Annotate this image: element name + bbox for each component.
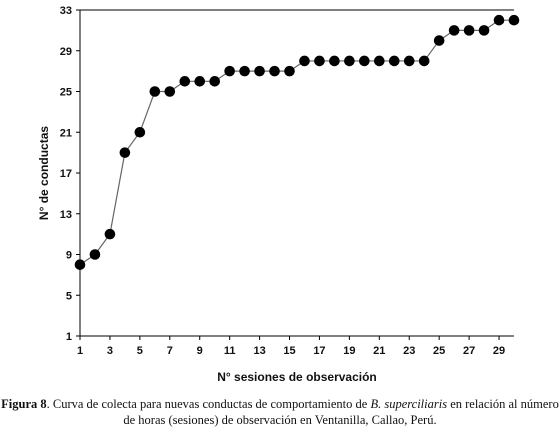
data-point (119, 147, 131, 158)
x-axis-title: N° sesiones de observación (217, 370, 377, 384)
caption-species: B. superciliaris (370, 397, 448, 411)
data-point (134, 126, 146, 138)
y-tick-label: 1 (66, 331, 72, 343)
x-ticks: 1 3 5 7 9 11 13 15 17 19 21 23 25 27 29 (77, 336, 505, 357)
x-tick-label: 23 (403, 345, 415, 357)
x-tick-label: 3 (107, 345, 113, 357)
data-point (448, 25, 460, 36)
data-point (299, 55, 310, 67)
data-point (224, 65, 235, 77)
data-point (74, 259, 86, 270)
chart-axes (79, 9, 514, 337)
data-point (269, 65, 280, 77)
data-point (104, 228, 116, 240)
y-tick-label: 21 (60, 127, 72, 139)
y-tick-label: 33 (60, 5, 72, 17)
data-point (374, 55, 385, 67)
data-point (149, 86, 161, 97)
figure-caption: Figura 8. Curva de colecta para nuevas c… (0, 396, 560, 428)
data-point (329, 55, 340, 67)
y-axis-title: N° de conductas (37, 126, 51, 220)
data-point (359, 55, 370, 67)
data-point (209, 76, 220, 87)
x-tick-label: 27 (463, 345, 475, 357)
data-point (344, 55, 355, 67)
caption-text-before: . Curva de colecta para nuevas conductas… (46, 397, 371, 411)
x-tick-label: 25 (433, 345, 445, 357)
y-tick-label: 17 (60, 168, 72, 180)
y-tick-label: 9 (66, 250, 72, 262)
y-tick-label: 5 (66, 290, 72, 302)
data-point (314, 55, 325, 67)
data-point (239, 65, 250, 77)
data-point (478, 25, 490, 36)
data-point (89, 249, 101, 260)
data-point (418, 55, 430, 67)
x-tick-label: 15 (283, 345, 295, 357)
x-tick-label: 17 (313, 345, 325, 357)
x-tick-label: 5 (137, 345, 143, 357)
x-tick-label: 13 (253, 345, 265, 357)
series-line (79, 19, 514, 266)
data-point (403, 55, 415, 67)
data-point (463, 25, 475, 36)
y-tick-label: 13 (60, 209, 72, 221)
y-tick-label: 29 (60, 46, 72, 58)
x-tick-label: 11 (224, 345, 236, 357)
series-layer (74, 14, 520, 270)
data-point (179, 76, 191, 87)
data-point (254, 65, 265, 77)
data-point (433, 35, 445, 46)
caption-text-after: en relación al número de horas (sesiones… (123, 397, 559, 427)
data-point (388, 55, 400, 67)
x-tick-label: 9 (197, 345, 203, 357)
y-ticks: 1 5 9 13 17 21 25 29 33 (60, 5, 80, 343)
data-point (164, 86, 176, 97)
x-tick-label: 1 (77, 345, 83, 357)
y-tick-label: 25 (60, 87, 72, 99)
data-point (493, 14, 505, 26)
x-tick-label: 29 (493, 345, 505, 357)
x-tick-label: 21 (373, 345, 385, 357)
x-tick-label: 7 (167, 345, 173, 357)
data-point (284, 65, 295, 77)
data-point (194, 76, 206, 87)
data-point (508, 14, 520, 26)
x-tick-label: 19 (343, 345, 355, 357)
caption-label: Figura 8 (1, 397, 47, 411)
